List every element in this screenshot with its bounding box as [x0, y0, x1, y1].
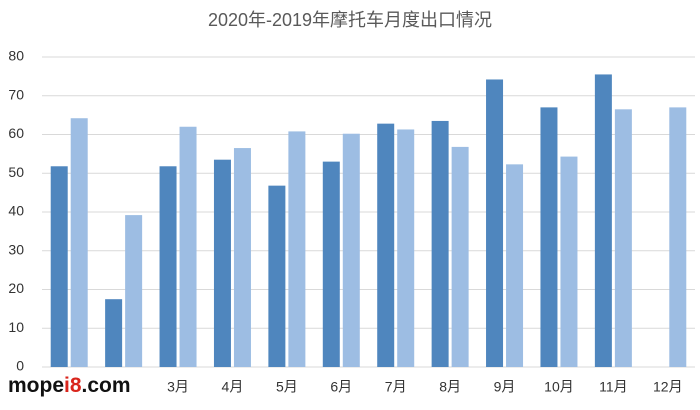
y-tick-label: 30 — [8, 241, 24, 257]
watermark-part: .com — [82, 374, 131, 397]
x-tick-label: 11月 — [599, 379, 628, 395]
bar — [614, 109, 632, 367]
bar — [669, 107, 687, 367]
bar — [50, 166, 68, 367]
x-tick-label: 7月 — [385, 379, 407, 395]
bar — [125, 215, 143, 367]
x-tick-label: 8月 — [439, 379, 461, 395]
bar — [397, 129, 415, 367]
bar — [506, 164, 524, 367]
x-tick-label: 6月 — [330, 379, 352, 395]
bar — [594, 74, 612, 367]
x-tick-label: 5月 — [276, 379, 298, 395]
y-tick-label: 20 — [8, 280, 24, 296]
bar — [179, 126, 197, 367]
watermark: mopei8.com — [8, 374, 131, 397]
bar — [233, 148, 251, 367]
x-tick-label: 3月 — [167, 379, 189, 395]
x-tick-label: 10月 — [544, 379, 574, 395]
bar — [540, 107, 558, 367]
bar — [159, 166, 177, 367]
bar — [377, 123, 395, 368]
y-tick-label: 0 — [16, 358, 24, 374]
x-tick-label: 4月 — [222, 379, 244, 395]
bar — [486, 79, 504, 367]
bar — [268, 185, 286, 367]
y-tick-label: 10 — [8, 319, 24, 335]
watermark-part: i8 — [64, 374, 82, 397]
bar — [213, 159, 231, 367]
x-tick-label: 9月 — [494, 379, 516, 395]
y-tick-label: 80 — [8, 48, 24, 64]
chart-title: 2020年-2019年摩托车月度出口情况 — [208, 10, 492, 30]
x-tick-label: 12月 — [653, 379, 683, 395]
bar — [560, 156, 578, 367]
y-tick-label: 60 — [8, 125, 24, 141]
y-tick-label: 70 — [8, 86, 24, 102]
watermark-part: mope — [8, 374, 64, 397]
bar — [431, 120, 449, 367]
bar — [105, 299, 123, 367]
bar — [70, 118, 88, 367]
bar — [342, 133, 360, 367]
bar — [322, 161, 340, 367]
bar — [288, 131, 306, 367]
bar — [451, 146, 469, 367]
y-tick-label: 50 — [8, 164, 24, 180]
y-tick-label: 40 — [8, 203, 24, 219]
